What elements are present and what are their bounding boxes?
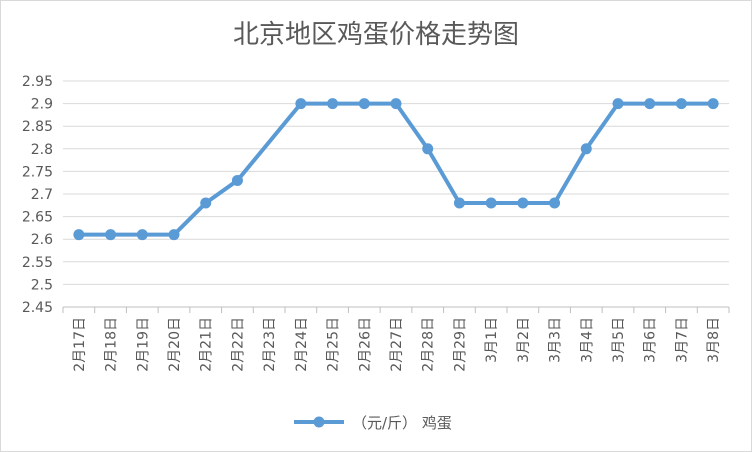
data-point (644, 98, 656, 110)
data-point (105, 229, 117, 241)
chart-title: 北京地区鸡蛋价格走势图 (233, 20, 519, 50)
y-axis: 2.95 2.9 2.85 2.8 2.75 2.7 2.65 2.6 2.55 2.5 2.45 (22, 74, 53, 316)
x-tick-label: 2月19日 (135, 317, 151, 372)
y-tick-label: 2.95 (22, 74, 53, 90)
x-tick-label: 2月26日 (357, 317, 373, 372)
x-tick-label: 3月6日 (643, 317, 659, 363)
x-tick-label: 2月24日 (294, 317, 310, 372)
x-tick-label: 2月23日 (262, 317, 278, 372)
x-tick-label: 2月29日 (452, 317, 468, 372)
x-tick-label: 2月20日 (167, 317, 183, 372)
data-point (675, 98, 687, 110)
data-point (136, 229, 148, 241)
x-tick-label: 3月5日 (611, 317, 627, 363)
data-point (485, 197, 497, 209)
x-tick-label: 2月21日 (199, 317, 215, 372)
y-tick-label: 2.7 (31, 187, 53, 203)
data-point (200, 197, 212, 209)
series-line-path (76, 101, 716, 237)
data-point (612, 98, 624, 110)
x-tick-label: 3月4日 (579, 317, 595, 363)
y-tick-label: 2.55 (22, 255, 53, 271)
x-tick-label: 3月7日 (674, 317, 690, 363)
x-axis: 2月17日 2月18日 2月19日 2月20日 2月21日 2月22日 2月23日 2月24日… (62, 307, 730, 372)
data-point (453, 197, 465, 209)
data-point (390, 98, 402, 110)
legend-marker (313, 416, 325, 428)
x-tick-label: 3月8日 (706, 317, 722, 363)
y-tick-label: 2.9 (31, 97, 53, 113)
data-point (358, 98, 370, 110)
y-tick-label: 2.75 (22, 164, 53, 180)
data-point (517, 197, 529, 209)
data-point (295, 98, 307, 110)
y-tick-label: 2.45 (22, 300, 53, 316)
x-tick-label: 2月17日 (72, 317, 88, 372)
gridlines (63, 80, 729, 308)
data-point (168, 229, 180, 241)
y-tick-label: 2.8 (31, 142, 53, 158)
data-point (73, 229, 85, 241)
data-point (580, 143, 592, 155)
x-tick-label: 3月2日 (516, 317, 532, 363)
y-tick-label: 2.6 (31, 232, 53, 248)
data-point (549, 197, 561, 209)
data-point (707, 98, 719, 110)
x-tick-label: 3月3日 (548, 317, 564, 363)
data-point (231, 174, 243, 186)
x-tick-label: 2月25日 (326, 317, 342, 372)
y-tick-label: 2.85 (22, 119, 53, 135)
legend-label: （元/斤） 鸡蛋 (352, 414, 452, 432)
x-tick-label: 2月22日 (230, 317, 246, 372)
y-tick-label: 2.5 (31, 277, 53, 293)
x-tick-label: 2月27日 (389, 317, 405, 372)
y-tick-label: 2.65 (22, 210, 53, 226)
series-line (73, 98, 719, 241)
legend: （元/斤） 鸡蛋 (294, 414, 452, 432)
x-tick-label: 3月1日 (484, 317, 500, 363)
x-tick-label: 2月28日 (421, 317, 437, 372)
data-point (422, 143, 434, 155)
data-point (327, 98, 339, 110)
x-tick-label: 2月18日 (104, 317, 120, 372)
